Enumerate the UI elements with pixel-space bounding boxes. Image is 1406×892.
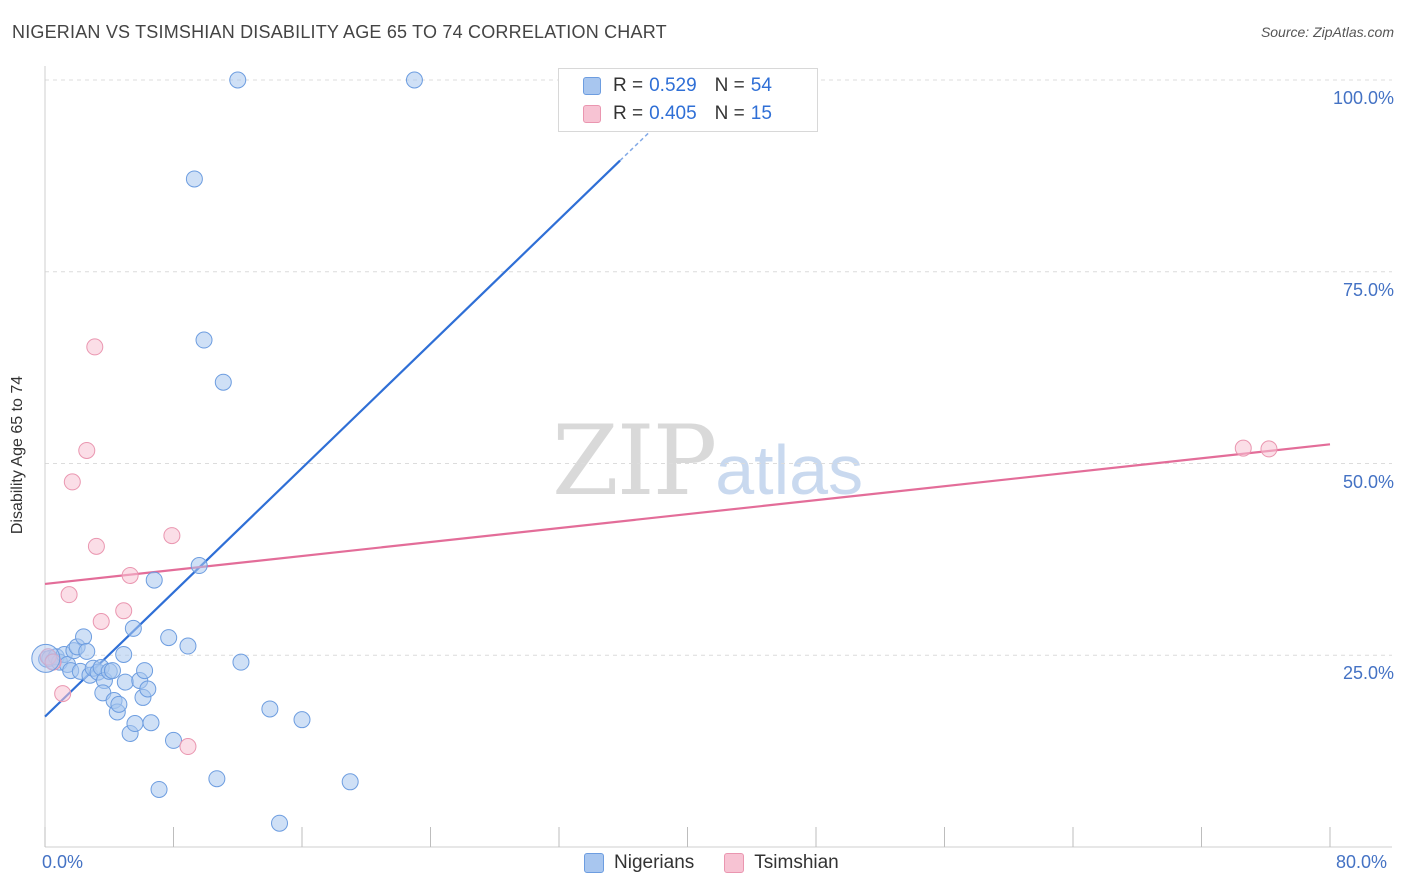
point-tsimshian xyxy=(115,602,133,620)
point-nigerians xyxy=(126,715,144,733)
point-tsimshian xyxy=(63,473,81,491)
point-nigerians xyxy=(31,643,61,673)
point-nigerians xyxy=(341,773,359,791)
legend-r-value-tsimshian: 0.405 xyxy=(649,103,697,124)
point-nigerians xyxy=(150,780,168,798)
legend-n-value-nigerians: 54 xyxy=(750,75,772,96)
legend-item-nigerians: Nigerians xyxy=(584,852,694,874)
point-nigerians xyxy=(271,814,289,832)
legend-r-value-nigerians: 0.529 xyxy=(649,75,697,96)
trend-line-nigerians xyxy=(44,159,621,718)
point-nigerians xyxy=(165,731,182,749)
point-nigerians xyxy=(405,71,423,89)
y-axis-label: Disability Age 65 to 74 xyxy=(9,375,26,535)
point-nigerians xyxy=(190,557,208,575)
point-tsimshian xyxy=(1260,440,1278,458)
point-tsimshian xyxy=(1234,439,1252,457)
legend-n-label: N = xyxy=(714,103,745,124)
point-nigerians xyxy=(208,770,226,788)
y-tick-label: 50.0% xyxy=(1342,471,1394,492)
point-tsimshian xyxy=(163,527,181,545)
point-nigerians xyxy=(115,645,133,663)
point-nigerians xyxy=(229,71,247,89)
legend-n-label: N = xyxy=(714,75,745,96)
point-nigerians xyxy=(139,680,157,698)
y-tick-label: 75.0% xyxy=(1342,279,1394,300)
axes xyxy=(44,66,1392,848)
point-nigerians xyxy=(103,662,121,680)
point-nigerians xyxy=(116,673,134,691)
point-tsimshian xyxy=(54,685,72,703)
point-tsimshian xyxy=(86,338,104,356)
point-nigerians xyxy=(110,695,128,713)
legend-label-nigerians: Nigerians xyxy=(614,852,695,873)
y-tick-label: 100.0% xyxy=(1332,88,1394,108)
x-tick-label-min: 0.0% xyxy=(42,852,84,872)
point-nigerians xyxy=(75,628,93,646)
point-nigerians xyxy=(261,700,279,718)
legend-row-nigerians: R = 0.529 N = 54 xyxy=(583,73,772,99)
point-tsimshian xyxy=(92,613,110,631)
point-tsimshian xyxy=(78,441,96,459)
point-tsimshian xyxy=(179,738,197,756)
legend-swatch-nigerians xyxy=(584,853,604,873)
point-tsimshian xyxy=(121,566,139,584)
gridlines xyxy=(45,79,1392,656)
point-tsimshian xyxy=(60,586,78,604)
point-nigerians xyxy=(136,662,154,680)
legend-n-value-tsimshian: 15 xyxy=(750,103,772,124)
point-nigerians xyxy=(160,629,178,647)
legend-swatch-tsimshian xyxy=(583,105,601,123)
legend-row-tsimshian: R = 0.405 N = 15 xyxy=(583,101,772,127)
legend-label-tsimshian: Tsimshian xyxy=(754,852,839,873)
watermark-zip: ZIP xyxy=(552,405,717,517)
point-nigerians xyxy=(145,571,163,589)
series-legend: Nigerians Tsimshian xyxy=(584,852,869,874)
chart-title: NIGERIAN VS TSIMSHIAN DISABILITY AGE 65 … xyxy=(12,22,667,42)
point-nigerians xyxy=(232,653,250,671)
point-nigerians xyxy=(179,637,197,655)
point-nigerians xyxy=(195,331,213,349)
point-nigerians xyxy=(124,619,142,637)
source-label: Source: ZipAtlas.com xyxy=(1260,24,1394,40)
legend-r-label: R = xyxy=(613,75,644,96)
data-points xyxy=(31,71,1278,832)
trend-lines xyxy=(44,94,1331,718)
legend-r-label: R = xyxy=(613,103,644,124)
point-nigerians xyxy=(78,642,96,660)
point-nigerians xyxy=(214,373,232,391)
point-nigerians xyxy=(185,170,203,188)
legend-swatch-tsimshian xyxy=(724,853,745,873)
y-tick-label: 25.0% xyxy=(1342,663,1394,684)
point-nigerians xyxy=(142,714,160,732)
trend-line-tsimshian xyxy=(44,443,1331,586)
legend-item-tsimshian: Tsimshian xyxy=(724,852,839,874)
stats-legend: R = 0.529 N = 54 R = 0.405 N = 15 xyxy=(558,68,818,132)
legend-swatch-nigerians xyxy=(583,77,601,95)
watermark-atlas: atlas xyxy=(715,431,864,509)
x-tick-label-max: 80.0% xyxy=(1336,852,1388,872)
watermark: ZIPatlas xyxy=(552,405,863,517)
point-tsimshian xyxy=(87,537,105,555)
point-nigerians xyxy=(293,711,311,729)
